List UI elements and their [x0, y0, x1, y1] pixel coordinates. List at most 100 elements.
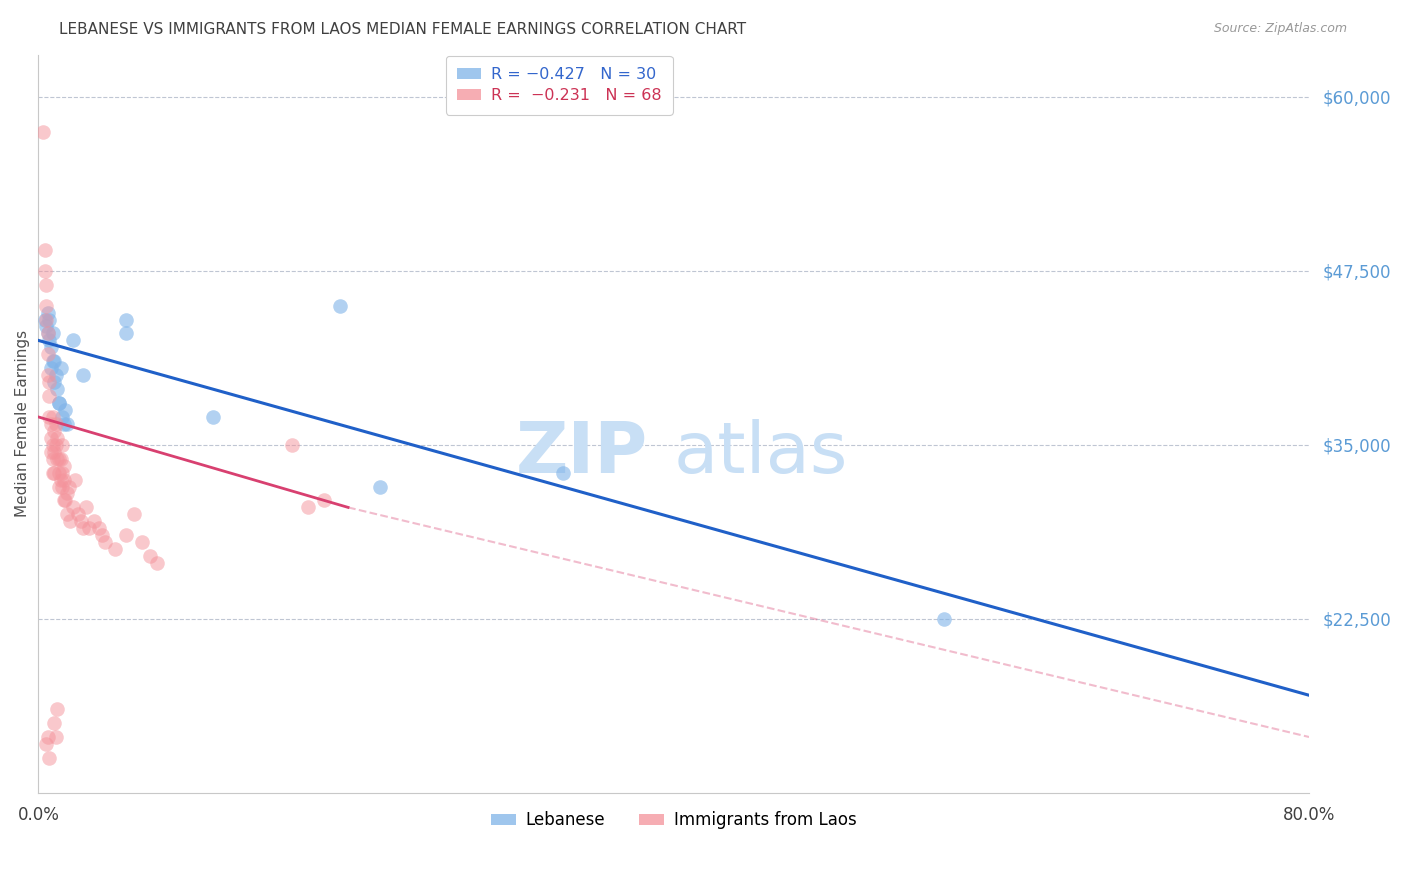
Point	[32, 125, 55, 139]
Point	[58, 479, 80, 493]
Point	[45, 368, 67, 383]
Point	[41, 409, 63, 424]
Point	[41, 438, 63, 452]
Point	[70, 514, 93, 528]
Point	[72, 368, 94, 383]
Point	[62, 500, 84, 515]
Point	[329, 299, 352, 313]
Point	[39, 431, 62, 445]
Point	[59, 514, 82, 528]
Point	[52, 417, 75, 431]
Point	[41, 466, 63, 480]
Point	[138, 549, 160, 563]
Point	[34, 243, 56, 257]
Point	[44, 375, 66, 389]
Point	[67, 508, 90, 522]
Point	[114, 326, 136, 341]
Point	[44, 716, 66, 731]
Point	[35, 319, 58, 334]
Point	[131, 535, 153, 549]
Point	[37, 368, 59, 383]
Point	[41, 326, 63, 341]
Point	[314, 493, 336, 508]
Point	[72, 521, 94, 535]
Point	[35, 299, 58, 313]
Point	[56, 486, 79, 500]
Point	[38, 334, 60, 348]
Point	[53, 493, 76, 508]
Point	[38, 409, 60, 424]
Point	[281, 438, 304, 452]
Point	[48, 396, 70, 410]
Point	[38, 312, 60, 326]
Point	[46, 431, 69, 445]
Point	[114, 312, 136, 326]
Point	[75, 500, 97, 515]
Point	[51, 409, 73, 424]
Point	[202, 409, 225, 424]
Point	[63, 473, 86, 487]
Point	[46, 702, 69, 716]
Point	[52, 473, 75, 487]
Point	[56, 508, 79, 522]
Point	[94, 535, 117, 549]
Point	[39, 444, 62, 458]
Point	[38, 389, 60, 403]
Point	[37, 347, 59, 361]
Point	[39, 361, 62, 376]
Point	[87, 521, 110, 535]
Text: LEBANESE VS IMMIGRANTS FROM LAOS MEDIAN FEMALE EARNINGS CORRELATION CHART: LEBANESE VS IMMIGRANTS FROM LAOS MEDIAN …	[59, 22, 747, 37]
Point	[34, 312, 56, 326]
Point	[37, 326, 59, 341]
Point	[48, 451, 70, 466]
Point	[103, 542, 125, 557]
Point	[146, 556, 169, 570]
Point	[49, 473, 72, 487]
Point	[37, 305, 59, 319]
Point	[90, 528, 112, 542]
Point	[114, 528, 136, 542]
Point	[38, 375, 60, 389]
Point	[46, 382, 69, 396]
Point	[56, 417, 79, 431]
Point	[122, 508, 145, 522]
Point	[53, 403, 76, 417]
Point	[48, 466, 70, 480]
Point	[48, 396, 70, 410]
Point	[49, 361, 72, 376]
Point	[38, 751, 60, 765]
Point	[83, 514, 105, 528]
Point	[52, 493, 75, 508]
Point	[46, 451, 69, 466]
Point	[45, 438, 67, 452]
Point	[39, 417, 62, 431]
Point	[48, 479, 70, 493]
Point	[51, 479, 73, 493]
Point	[44, 424, 66, 438]
Text: Source: ZipAtlas.com: Source: ZipAtlas.com	[1213, 22, 1347, 36]
Text: atlas: atlas	[673, 419, 848, 488]
Point	[77, 521, 100, 535]
Point	[52, 458, 75, 473]
Point	[49, 451, 72, 466]
Point	[551, 466, 574, 480]
Text: ZIP: ZIP	[516, 419, 648, 488]
Point	[297, 500, 319, 515]
Point	[45, 417, 67, 431]
Point	[51, 466, 73, 480]
Point	[44, 466, 66, 480]
Point	[51, 438, 73, 452]
Point	[35, 312, 58, 326]
Point	[37, 326, 59, 341]
Point	[37, 730, 59, 744]
Legend: Lebanese, Immigrants from Laos: Lebanese, Immigrants from Laos	[484, 805, 863, 836]
Point	[34, 264, 56, 278]
Point	[35, 277, 58, 292]
Y-axis label: Median Female Earnings: Median Female Earnings	[15, 330, 30, 517]
Point	[45, 730, 67, 744]
Point	[62, 334, 84, 348]
Point	[41, 451, 63, 466]
Point	[932, 612, 955, 626]
Point	[39, 340, 62, 354]
Point	[368, 479, 391, 493]
